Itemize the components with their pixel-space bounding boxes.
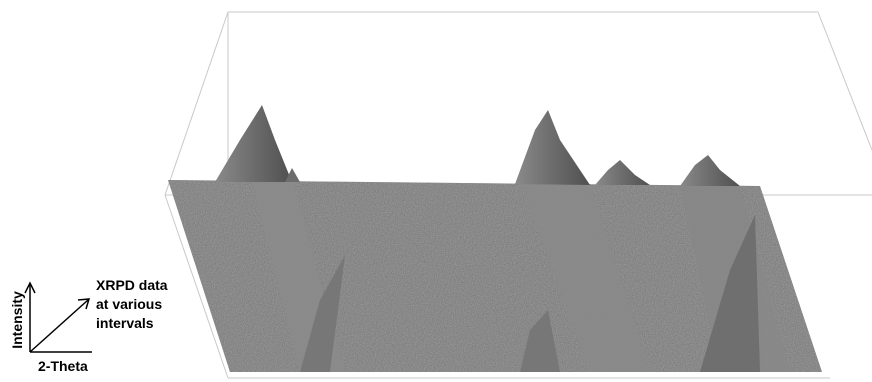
surface (168, 105, 822, 372)
y-axis-label: Intensity (9, 291, 25, 349)
peak (595, 160, 650, 185)
z-axis-label: intervals (96, 315, 154, 331)
axis-legend (24, 281, 92, 353)
z-axis-label: at various (96, 296, 162, 312)
peak (680, 155, 740, 186)
peak (215, 105, 292, 182)
peak (515, 110, 590, 185)
z-axis-label: XRPD data (96, 277, 168, 293)
x-axis-label: 2-Theta (38, 358, 88, 374)
